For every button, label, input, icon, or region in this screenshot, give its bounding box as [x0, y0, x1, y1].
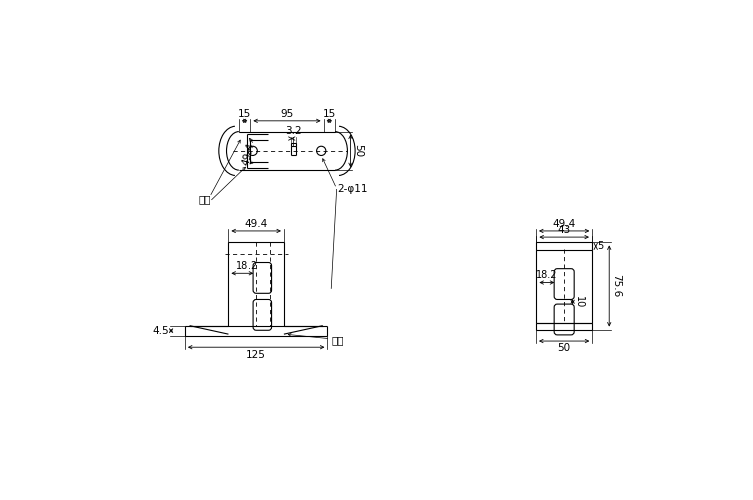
Text: 43: 43 — [557, 225, 571, 235]
Text: 2-φ11: 2-φ11 — [337, 184, 368, 194]
Text: 18: 18 — [236, 261, 248, 271]
Text: 50: 50 — [558, 344, 571, 353]
Text: 49.4: 49.4 — [245, 218, 268, 228]
Text: 溶接: 溶接 — [331, 336, 343, 345]
Text: 49.4: 49.4 — [553, 218, 576, 228]
Text: 50: 50 — [353, 144, 363, 158]
Text: 5: 5 — [597, 242, 603, 252]
Text: 75.6: 75.6 — [611, 274, 621, 297]
Text: 15: 15 — [323, 108, 336, 118]
Text: 3.2: 3.2 — [285, 126, 301, 136]
Text: 溶接: 溶接 — [199, 194, 212, 204]
Text: 95: 95 — [280, 108, 294, 118]
Text: 10: 10 — [575, 296, 584, 308]
Text: 4.5: 4.5 — [152, 326, 169, 336]
Text: 18.2: 18.2 — [536, 270, 557, 280]
Text: 125: 125 — [246, 350, 266, 360]
Text: .2: .2 — [248, 261, 258, 271]
Text: 15: 15 — [238, 108, 252, 118]
Text: 49.4: 49.4 — [241, 142, 257, 167]
